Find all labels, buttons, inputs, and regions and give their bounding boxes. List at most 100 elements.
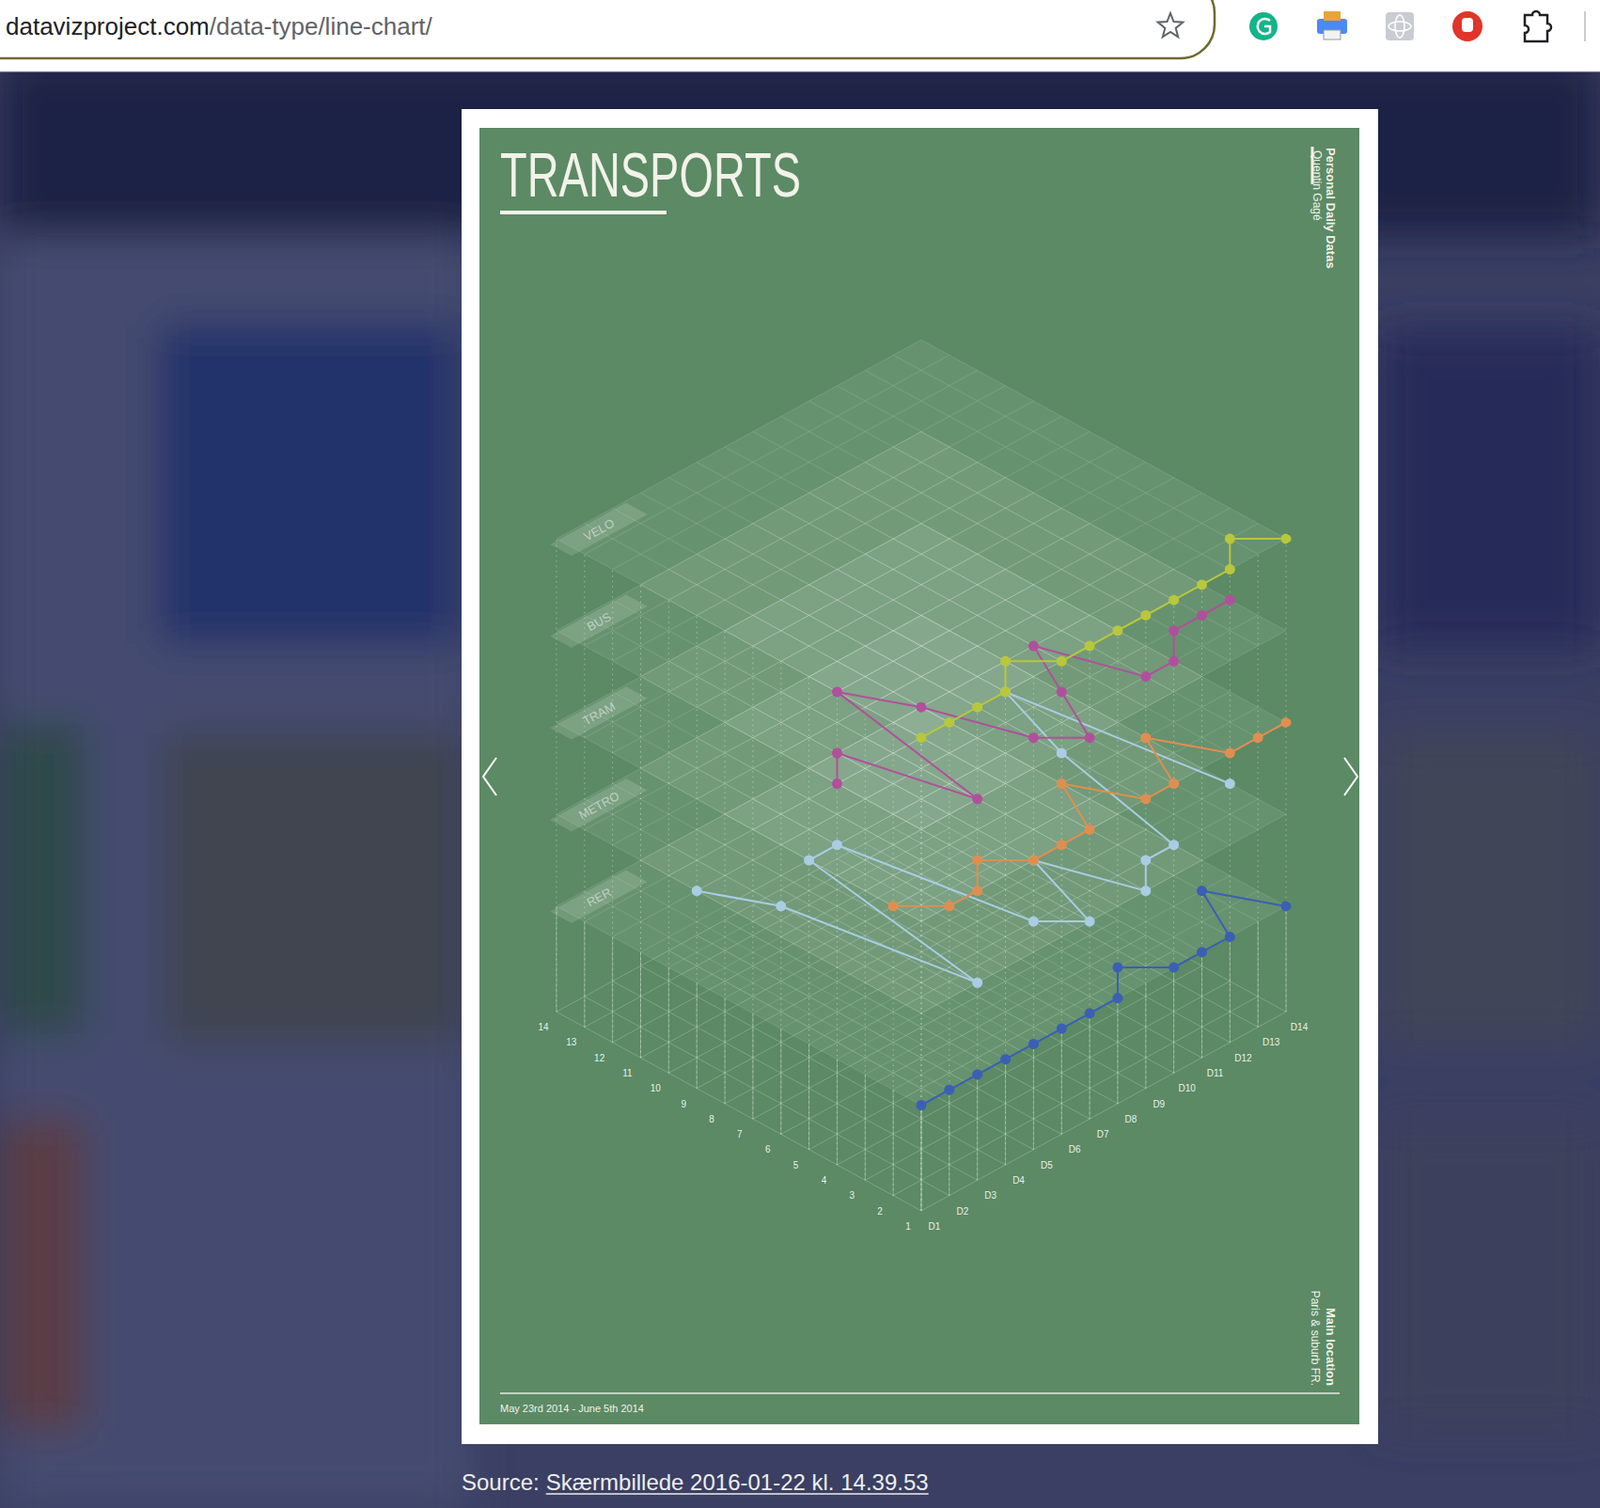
value-tick-label: 1 xyxy=(905,1221,911,1232)
day-tick-label: D11 xyxy=(1207,1067,1224,1079)
grid-line xyxy=(641,385,1006,585)
day-tick-label: D8 xyxy=(1125,1113,1138,1125)
marker xyxy=(1140,671,1151,682)
marker xyxy=(1056,748,1067,759)
bg-block xyxy=(157,324,459,644)
marker xyxy=(943,717,955,728)
page: datavizproject.com/data-type/line-chart/… xyxy=(0,0,1600,1508)
tick xyxy=(752,1013,753,1119)
value-tick-label: 14 xyxy=(537,1021,550,1033)
tick xyxy=(1173,967,1175,1073)
extension-icon[interactable] xyxy=(1452,11,1483,42)
value-tick-label: 10 xyxy=(650,1082,662,1094)
marker xyxy=(1028,855,1039,866)
grid-line xyxy=(893,355,1258,555)
layer-tag xyxy=(549,502,648,557)
title-underline xyxy=(500,210,667,215)
location: Paris & suburb FR. xyxy=(1308,1290,1322,1386)
value-tick-label: 9 xyxy=(680,1098,687,1110)
tick xyxy=(836,1059,838,1165)
layer-tag xyxy=(549,778,648,832)
url-host: datavizproject.com xyxy=(5,12,210,41)
tick xyxy=(1116,998,1118,1104)
credit: Personal Daily Datas xyxy=(1323,147,1338,269)
marker xyxy=(803,855,815,866)
extension-glyph xyxy=(1461,17,1474,32)
tick xyxy=(1257,921,1259,1027)
marker xyxy=(775,900,786,911)
legend-label: VELO xyxy=(580,516,617,545)
extensions-button[interactable] xyxy=(1524,11,1552,42)
marker xyxy=(1028,641,1039,652)
grid-line xyxy=(696,416,1062,616)
marker xyxy=(1224,533,1236,545)
marker xyxy=(1224,778,1236,789)
tick xyxy=(1201,952,1203,1058)
legend-label: BUS xyxy=(584,609,614,634)
prev-arrow[interactable] xyxy=(483,757,497,796)
series-line xyxy=(921,891,1287,1106)
marker xyxy=(1000,1053,1011,1065)
credit: Quentin Gagé xyxy=(1310,150,1324,221)
series-line xyxy=(837,599,1231,800)
marker xyxy=(1224,931,1236,942)
grid-line xyxy=(724,431,1090,631)
day-tick-label: D13 xyxy=(1262,1036,1281,1048)
marker xyxy=(1112,992,1123,1004)
value-tick-label: 6 xyxy=(765,1144,771,1155)
bookmark-star[interactable] xyxy=(1158,13,1184,37)
grid-line xyxy=(809,401,1175,601)
tick xyxy=(583,921,585,1027)
marker xyxy=(1084,1007,1096,1019)
extension-icon[interactable] xyxy=(1249,12,1278,41)
marker xyxy=(916,702,927,713)
bg-block xyxy=(1378,1118,1600,1429)
marker xyxy=(1140,855,1151,866)
marker xyxy=(1140,732,1151,743)
series xyxy=(888,717,1292,911)
link-underline xyxy=(546,1492,929,1495)
tick xyxy=(976,1074,978,1180)
marker xyxy=(916,732,927,743)
marker xyxy=(888,900,899,911)
footer-rule xyxy=(500,1392,1340,1395)
marker xyxy=(972,854,983,865)
marker xyxy=(1028,732,1039,743)
source-link[interactable]: Skærmbillede 2016-01-22 kl. 14.39.53 xyxy=(546,1469,929,1495)
location: Main location xyxy=(1323,1307,1338,1386)
marker xyxy=(1281,900,1292,911)
bg-panel xyxy=(0,235,471,1508)
day-tick-label: D9 xyxy=(1152,1098,1165,1110)
marker xyxy=(1056,686,1067,697)
legend-label: METRO xyxy=(576,788,622,823)
background-blur xyxy=(0,56,1600,1508)
marker xyxy=(972,1068,983,1080)
marker xyxy=(1112,625,1123,636)
grid-line xyxy=(893,523,1258,723)
value-tick-label: 12 xyxy=(594,1052,606,1064)
tick xyxy=(555,906,557,1012)
address-bar[interactable] xyxy=(0,0,1215,59)
marker xyxy=(1196,946,1208,957)
grid-line xyxy=(781,416,1146,616)
tick xyxy=(696,982,698,1088)
tick xyxy=(640,952,642,1058)
next-arrow[interactable] xyxy=(1344,757,1358,796)
page-background xyxy=(0,0,1600,1508)
tick xyxy=(808,1043,810,1149)
tick xyxy=(921,1105,923,1211)
marker xyxy=(1000,686,1011,697)
marker xyxy=(1196,885,1208,896)
grid-line xyxy=(696,462,1062,662)
day-tick-label: D14 xyxy=(1290,1021,1309,1033)
grid-line xyxy=(836,385,1202,585)
marker xyxy=(943,900,955,911)
marker xyxy=(1168,839,1179,850)
extension-icon[interactable] xyxy=(1385,12,1414,41)
series xyxy=(831,595,1236,805)
marker xyxy=(831,778,843,789)
grid-line xyxy=(864,370,1230,570)
value-tick-label: 8 xyxy=(708,1113,715,1125)
marker xyxy=(1028,854,1039,865)
marker xyxy=(1281,533,1292,545)
